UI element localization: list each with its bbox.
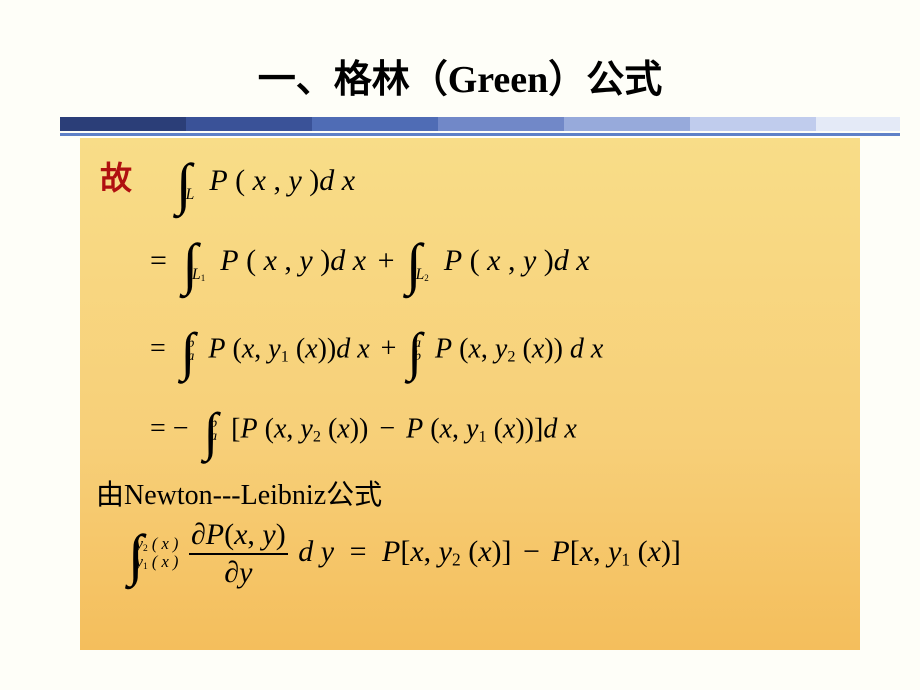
content-box: 故 ∫L P ( x , y )d x = ∫L1 P ( x , y )d x… — [80, 138, 860, 650]
integral-sign: ∫ — [176, 152, 192, 217]
integral-sign: ∫ — [204, 402, 219, 463]
integral-sign: ∫ — [181, 322, 196, 383]
equation-line-5: ∫y2 ( x )y1 ( x ) ∂P(x, y) ∂y d y = P[x,… — [128, 518, 681, 590]
accent-thinbar — [60, 133, 900, 136]
integral-sign: ∫ — [182, 232, 198, 297]
title-accent — [0, 117, 920, 136]
slide: 一、格林（Green）公式 故 ∫L P ( x , y )d x = ∫L1 … — [0, 0, 920, 690]
accent-bar — [60, 117, 900, 131]
integral-sign: ∫ — [128, 523, 144, 588]
equation-line-1: ∫L P ( x , y )d x — [176, 148, 355, 213]
label-gu: 故 — [100, 153, 132, 199]
equation-line-4: = − ∫ba [P (x, y2 (x)) − P (x, y1 (x))]d… — [142, 398, 577, 459]
integral-sign: ∫ — [406, 232, 422, 297]
equation-line-2: = ∫L1 P ( x , y )d x + ∫L2 P ( x , y )d … — [142, 228, 590, 293]
integral-sign: ∫ — [407, 322, 422, 383]
equation-line-3: = ∫ba P (x, y1 (x))d x + ∫ab P (x, y2 (x… — [142, 318, 603, 379]
newton-leibniz-label: 由Newton---Leibniz公式 — [96, 473, 382, 513]
title-area: 一、格林（Green）公式 — [0, 0, 920, 136]
slide-title: 一、格林（Green）公式 — [0, 48, 920, 103]
fraction: ∂P(x, y) ∂y — [189, 518, 288, 590]
